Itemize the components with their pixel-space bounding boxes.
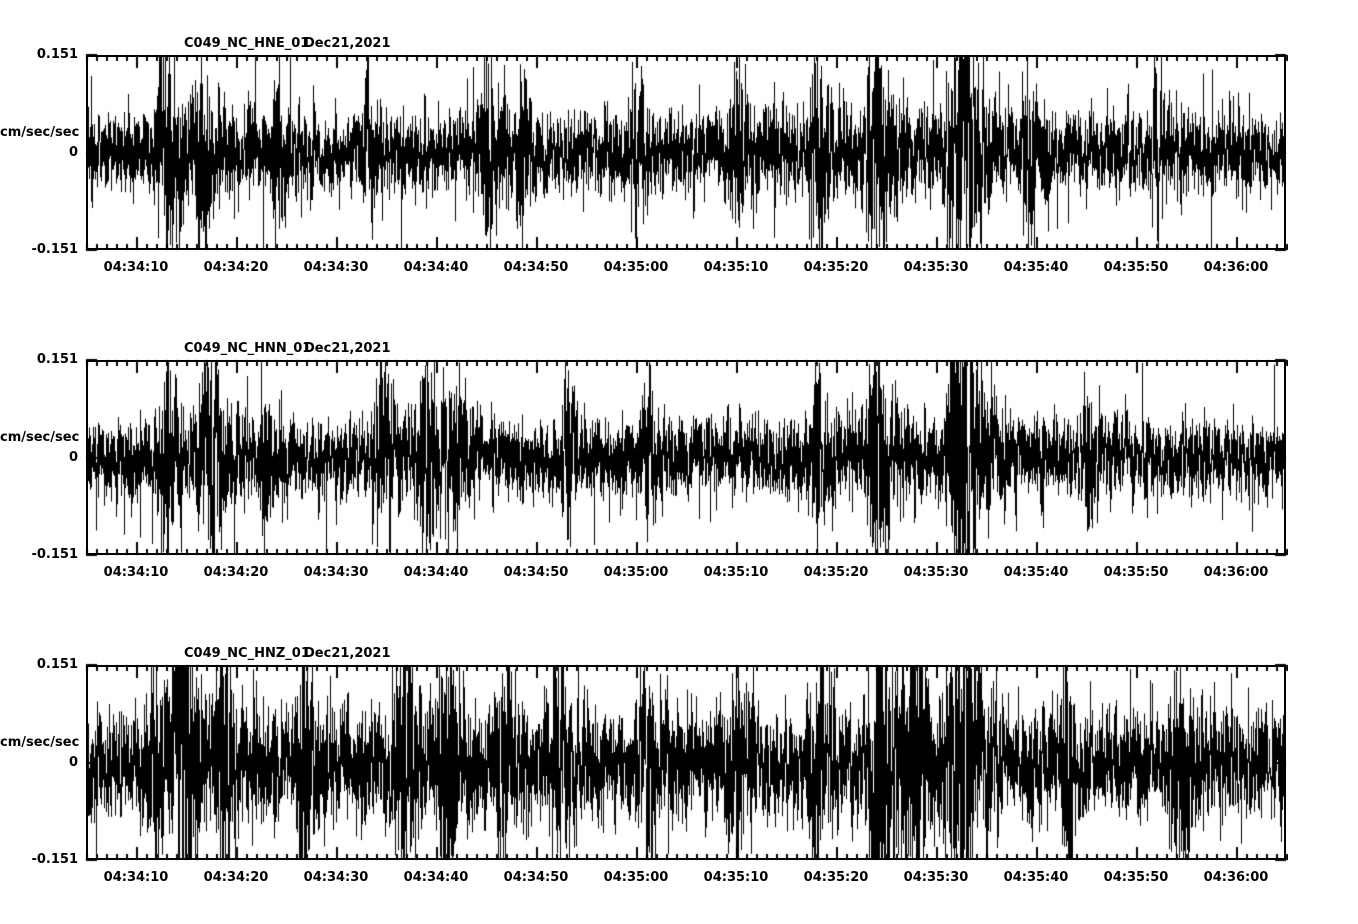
x-axis-tick-label: 04:34:10 [103, 565, 169, 580]
x-axis-tick-label: 04:34:10 [103, 870, 169, 885]
x-axis-tick-label: 04:35:50 [1103, 260, 1169, 275]
y-axis-min-label: -0.151 [31, 852, 78, 867]
x-axis-tick-label: 04:35:10 [703, 870, 769, 885]
x-axis-tick-label: 04:35:30 [903, 565, 969, 580]
x-axis-tick-label: 04:35:20 [803, 870, 869, 885]
panel-date-label: Dec21,2021 [304, 646, 391, 661]
x-axis-tick-label: 04:35:00 [603, 870, 669, 885]
waveform-trace [88, 362, 1284, 553]
y-axis-zero-label: 0 [68, 754, 78, 770]
x-axis-tick-label: 04:35:50 [1103, 870, 1169, 885]
x-axis-tick-label: 04:34:20 [203, 260, 269, 275]
y-axis-max-label: 0.151 [36, 657, 78, 672]
y-axis-zero-label: 0 [68, 449, 78, 465]
y-axis-min-label: -0.151 [31, 242, 78, 257]
x-axis-tick-label: 04:35:00 [603, 565, 669, 580]
y-axis-zero-label: 0 [68, 144, 78, 160]
x-axis-tick-label: 04:35:40 [1003, 565, 1069, 580]
x-axis-tick-label: 04:36:00 [1203, 870, 1269, 885]
x-axis-tick-label: 04:34:40 [403, 870, 469, 885]
y-axis-unit-label: cm/sec/sec [0, 734, 80, 750]
x-axis-tick-label: 04:34:20 [203, 565, 269, 580]
x-axis-tick-label: 04:34:30 [303, 565, 369, 580]
x-axis-tick-label: 04:34:50 [503, 870, 569, 885]
panel-station-title: C049_NC_HNN_01 [184, 341, 312, 356]
x-axis-tick-label: 04:35:20 [803, 565, 869, 580]
panel-station-title: C049_NC_HNZ_01 [184, 646, 310, 661]
x-axis-tick-label: 04:35:30 [903, 260, 969, 275]
x-axis-tick-label: 04:34:30 [303, 260, 369, 275]
waveform-trace [88, 57, 1284, 248]
y-axis-min-label: -0.151 [31, 547, 78, 562]
x-axis-tick-label: 04:35:50 [1103, 565, 1169, 580]
y-axis-max-label: 0.151 [36, 352, 78, 367]
x-axis-tick-label: 04:35:00 [603, 260, 669, 275]
y-axis-unit-label: cm/sec/sec [0, 124, 80, 140]
panel-date-label: Dec21,2021 [304, 36, 391, 51]
panel-date-label: Dec21,2021 [304, 341, 391, 356]
x-axis-tick-label: 04:36:00 [1203, 260, 1269, 275]
x-axis-tick-label: 04:35:20 [803, 260, 869, 275]
x-axis-tick-label: 04:34:50 [503, 565, 569, 580]
waveform-trace [88, 667, 1284, 858]
x-axis-tick-label: 04:34:20 [203, 870, 269, 885]
panel-station-title: C049_NC_HNE_01 [184, 36, 310, 51]
x-axis-tick-label: 04:34:30 [303, 870, 369, 885]
x-axis-tick-label: 04:35:40 [1003, 260, 1069, 275]
x-axis-tick-label: 04:34:50 [503, 260, 569, 275]
x-axis-tick-label: 04:36:00 [1203, 565, 1269, 580]
y-axis-unit-label: cm/sec/sec [0, 429, 80, 445]
x-axis-tick-label: 04:34:40 [403, 260, 469, 275]
x-axis-tick-label: 04:35:30 [903, 870, 969, 885]
x-axis-tick-label: 04:35:10 [703, 565, 769, 580]
x-axis-tick-label: 04:34:10 [103, 260, 169, 275]
x-axis-tick-label: 04:35:10 [703, 260, 769, 275]
x-axis-tick-label: 04:35:40 [1003, 870, 1069, 885]
y-axis-max-label: 0.151 [36, 47, 78, 62]
x-axis-tick-label: 04:34:40 [403, 565, 469, 580]
